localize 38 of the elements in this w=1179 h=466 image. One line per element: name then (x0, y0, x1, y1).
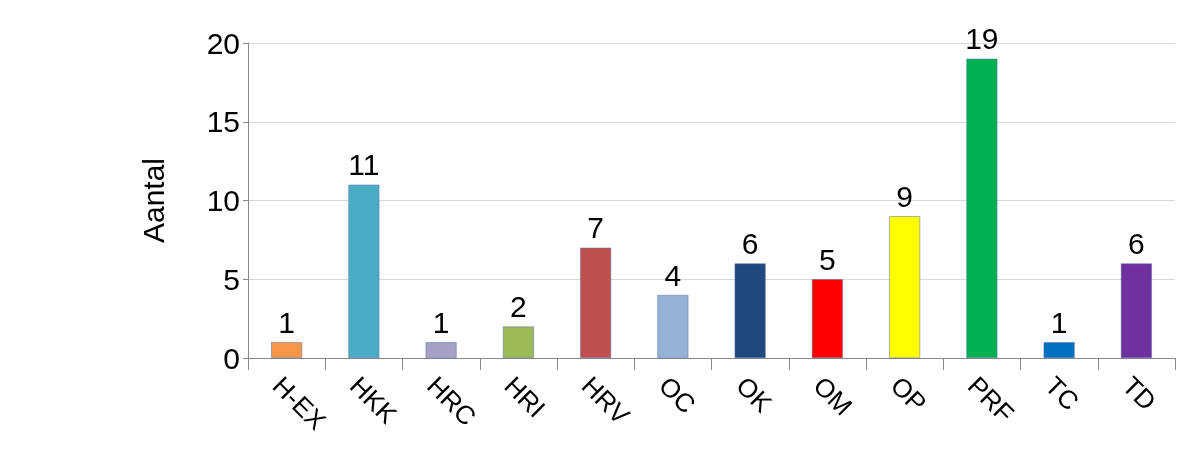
bar (348, 184, 380, 358)
data-label: 5 (819, 242, 836, 276)
bar (1043, 342, 1075, 358)
bar (425, 342, 457, 358)
x-tick-label: OM (807, 370, 859, 422)
x-tick-label: TD (1116, 370, 1163, 417)
bar (889, 216, 921, 358)
x-tick-label: TC (1039, 370, 1086, 417)
bar (811, 279, 843, 358)
data-label: 19 (965, 22, 999, 56)
y-tick-label: 0 (223, 341, 240, 375)
data-label: 1 (1050, 305, 1068, 339)
data-label: 11 (348, 148, 380, 182)
data-label: 6 (1128, 227, 1145, 260)
bar (734, 263, 766, 358)
x-tick-label: OK (730, 370, 779, 419)
y-axis-title: Aantal (136, 157, 170, 244)
x-tick-label: OC (653, 370, 702, 420)
y-tick-label: 20 (206, 26, 240, 60)
y-tick-label: 5 (223, 262, 240, 296)
bar (580, 247, 612, 358)
data-label: 6 (741, 227, 759, 260)
data-label: 1 (432, 305, 450, 339)
y-tick-label: 15 (206, 105, 240, 139)
bar (271, 342, 303, 358)
bar (966, 58, 998, 358)
x-tick-label: PRF (962, 370, 1021, 429)
y-tick-label: 10 (206, 184, 240, 217)
bar (1120, 263, 1152, 358)
data-label: 4 (664, 258, 682, 292)
bar (502, 326, 534, 358)
data-label: 9 (896, 179, 913, 213)
data-label: 1 (278, 305, 295, 339)
data-label: 7 (587, 211, 604, 245)
bar (657, 295, 689, 358)
x-tick-label: HRI (498, 370, 552, 424)
data-label: 2 (510, 290, 527, 323)
x-tick-label: OP (884, 370, 933, 419)
